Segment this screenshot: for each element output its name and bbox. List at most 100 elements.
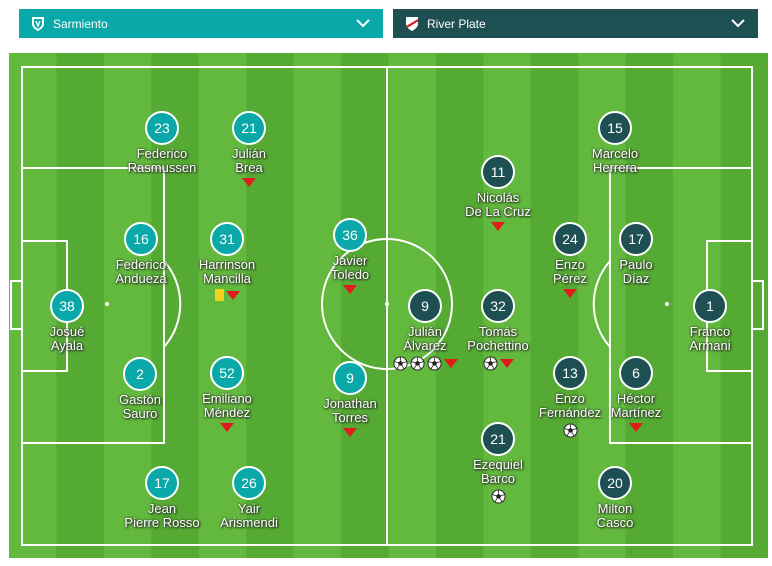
player-number-badge[interactable]: 6	[619, 356, 653, 390]
football-pitch: 38 Josué Ayala 16 Federico Andueza 2 Gastón Saur…	[9, 53, 768, 558]
away-team-selector[interactable]: River Plate	[393, 9, 758, 38]
player-number-badge[interactable]: 23	[145, 111, 179, 145]
player-name: Tomás Pochettino	[438, 325, 558, 353]
player-name: Julián Álvarez	[365, 325, 485, 353]
player-number-badge[interactable]: 31	[210, 222, 244, 256]
player-number-badge[interactable]: 1	[693, 289, 727, 323]
player-number-badge[interactable]: 16	[124, 222, 158, 256]
player-name: Julián Brea	[189, 147, 309, 175]
player-number-badge[interactable]: 36	[333, 218, 367, 252]
player-last-name: De La Cruz	[465, 204, 531, 219]
pitch-stripe	[435, 53, 484, 558]
player-last-name: Toledo	[330, 267, 370, 282]
player-last-name: Sauro	[122, 406, 158, 421]
player-events	[510, 289, 630, 298]
player-events	[290, 428, 410, 437]
substitution-arrow-icon	[629, 423, 643, 432]
player-number-badge[interactable]: 24	[553, 222, 587, 256]
player-first-name: Julián	[232, 146, 266, 161]
home-team-selector[interactable]: Sarmiento	[19, 9, 383, 38]
goal-ball-icon	[409, 356, 425, 371]
player-first-name: Harrinson	[198, 257, 256, 272]
player-name: Josué Ayala	[7, 325, 127, 353]
player-events	[167, 423, 287, 432]
pitch-stripe	[720, 53, 768, 558]
home-team-name: Sarmiento	[53, 16, 108, 31]
pitch-stripe	[9, 53, 57, 558]
player-events	[365, 356, 485, 371]
player-name: Franco Armani	[650, 325, 770, 353]
sarmiento-crest-icon	[32, 16, 44, 31]
player-first-name: Federico	[115, 257, 167, 272]
river-plate-crest-icon	[406, 16, 418, 31]
player-first-name: Franco	[689, 324, 731, 339]
player-events	[510, 423, 630, 438]
player-name: Gastón Sauro	[80, 393, 200, 421]
player-name: Ezequiel Barco	[438, 458, 558, 486]
player-last-name: Ayala	[50, 338, 84, 353]
player-events	[167, 289, 287, 301]
player-last-name: Armani	[689, 338, 731, 353]
substitution-arrow-icon	[242, 178, 256, 187]
player-name: Enzo Pérez	[510, 258, 630, 286]
player-first-name: Ezequiel	[473, 457, 523, 472]
player-name: Jean Pierre Rosso	[102, 502, 222, 530]
player-first-name: Paulo	[619, 257, 653, 272]
chevron-down-icon	[731, 19, 745, 28]
player-number-badge[interactable]: 9	[408, 289, 442, 323]
chevron-down-icon	[356, 19, 370, 28]
player-number-badge[interactable]: 9	[333, 361, 367, 395]
player-last-name: Arismendi	[220, 515, 278, 530]
player-events	[576, 423, 696, 432]
player-last-name: Pierre Rosso	[124, 515, 200, 530]
player-first-name: Javier	[332, 253, 368, 268]
substitution-arrow-icon	[563, 289, 577, 298]
player-number-badge[interactable]: 21	[232, 111, 266, 145]
player-name: Marcelo Herrera	[555, 147, 675, 175]
goal-ball-icon	[392, 356, 408, 371]
player-events	[189, 178, 309, 187]
player-number-badge[interactable]: 21	[481, 422, 515, 456]
player-number-badge[interactable]: 17	[619, 222, 653, 256]
player-name: Yair Arismendi	[189, 502, 309, 530]
player-events	[438, 356, 558, 371]
pitch-spot	[385, 302, 389, 306]
player-first-name: Nicolás	[476, 190, 520, 205]
player-number-badge[interactable]: 20	[598, 466, 632, 500]
player-number-badge[interactable]: 15	[598, 111, 632, 145]
pitch-stripe	[341, 53, 389, 558]
player-last-name: Andueza	[115, 271, 167, 286]
player-first-name: Jean	[147, 501, 177, 516]
player-name: Nicolás De La Cruz	[438, 191, 558, 219]
substitution-arrow-icon	[220, 423, 234, 432]
pitch-stripe	[625, 53, 674, 558]
player-last-name: Casco	[596, 515, 634, 530]
player-number-badge[interactable]: 11	[481, 155, 515, 189]
player-last-name: Herrera	[592, 160, 638, 175]
player-number-badge[interactable]: 52	[210, 356, 244, 390]
goal-ball-icon	[482, 356, 498, 371]
player-first-name: Enzo	[555, 257, 585, 272]
player-first-name: Federico	[136, 146, 188, 161]
player-events	[438, 489, 558, 504]
player-number-badge[interactable]: 17	[145, 466, 179, 500]
substitution-arrow-icon	[343, 285, 357, 294]
player-first-name: Emiliano	[202, 391, 252, 406]
yellow-card-icon	[214, 289, 224, 301]
player-number-badge[interactable]: 38	[50, 289, 84, 323]
player-last-name: Díaz	[622, 271, 650, 286]
player-last-name: Méndez	[203, 405, 251, 420]
player-number-badge[interactable]: 26	[232, 466, 266, 500]
player-last-name: Brea	[235, 160, 263, 175]
player-last-name: Fernández	[538, 405, 602, 420]
player-last-name: Álvarez	[403, 338, 447, 353]
player-number-badge[interactable]: 13	[553, 356, 587, 390]
player-number-badge[interactable]: 32	[481, 289, 515, 323]
player-first-name: Héctor	[616, 391, 656, 406]
player-first-name: Josué	[49, 324, 85, 339]
player-last-name: Martínez	[610, 405, 662, 420]
player-first-name: Jonathan	[323, 396, 377, 411]
player-last-name: Rasmussen	[127, 160, 197, 175]
substitution-arrow-icon	[343, 428, 357, 437]
player-number-badge[interactable]: 2	[123, 357, 157, 391]
